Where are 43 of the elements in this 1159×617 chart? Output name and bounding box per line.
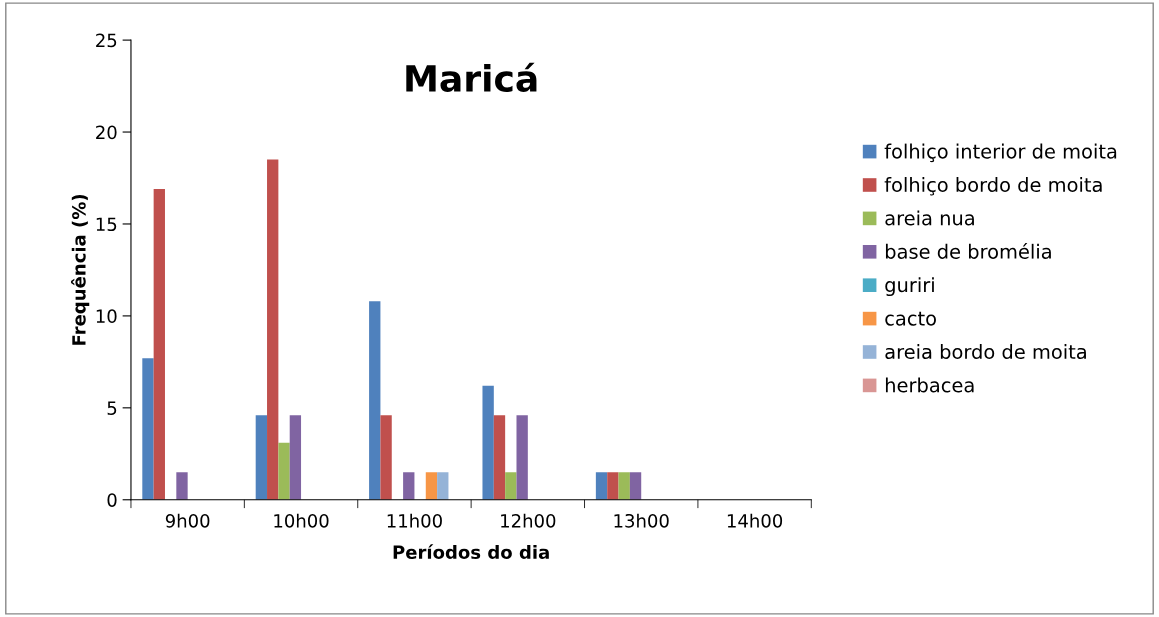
x-tick-label: 14h00 — [727, 513, 783, 528]
x-tick-label: 12h00 — [501, 513, 556, 528]
x-tick-label: 10h00 — [274, 513, 329, 528]
y-tick-label: 20 — [96, 125, 117, 140]
bar — [403, 472, 415, 500]
bar — [153, 189, 165, 500]
y-tick-label: 5 — [107, 401, 117, 415]
y-tick-label: 15 — [96, 217, 117, 232]
bar — [255, 415, 268, 500]
bar — [493, 415, 506, 500]
bar — [267, 159, 279, 500]
legend-label: guriri — [885, 277, 934, 297]
bar — [380, 415, 392, 500]
bar — [618, 472, 630, 500]
legend-label: folhiço bordo de moita — [884, 177, 1102, 196]
text: Maricá — [406, 62, 537, 93]
legend-label: herbacea — [885, 377, 974, 393]
bar — [516, 415, 528, 500]
legend-label: areia bordo de moita — [885, 344, 1086, 360]
legend-label: cacto — [885, 311, 936, 326]
bar — [595, 472, 608, 500]
x-tick-label: 13h00 — [614, 513, 669, 528]
legend-label: folhiço interior de moita — [884, 143, 1117, 163]
x-tick-label: 9h00 — [165, 513, 210, 528]
x-tick-label: 11h00 — [387, 513, 442, 528]
bar — [629, 472, 642, 500]
legend-label: base de bromélia — [885, 243, 1051, 259]
bar — [425, 472, 438, 500]
bar — [505, 472, 517, 500]
bar — [607, 472, 619, 500]
y-tick-label: 0 — [107, 493, 117, 507]
y-tick-label: 10 — [96, 309, 117, 324]
bar — [482, 385, 494, 500]
y-tick-label: 25 — [96, 33, 117, 48]
y-axis-title: Frequência (%) — [71, 194, 90, 345]
bar — [278, 442, 290, 500]
bar — [142, 358, 154, 500]
bar — [176, 472, 188, 500]
x-axis-title: Períodos do dia — [393, 544, 549, 559]
bar — [289, 415, 302, 500]
bar — [369, 301, 381, 500]
bar — [437, 472, 449, 500]
legend-label: areia nua — [885, 210, 974, 226]
